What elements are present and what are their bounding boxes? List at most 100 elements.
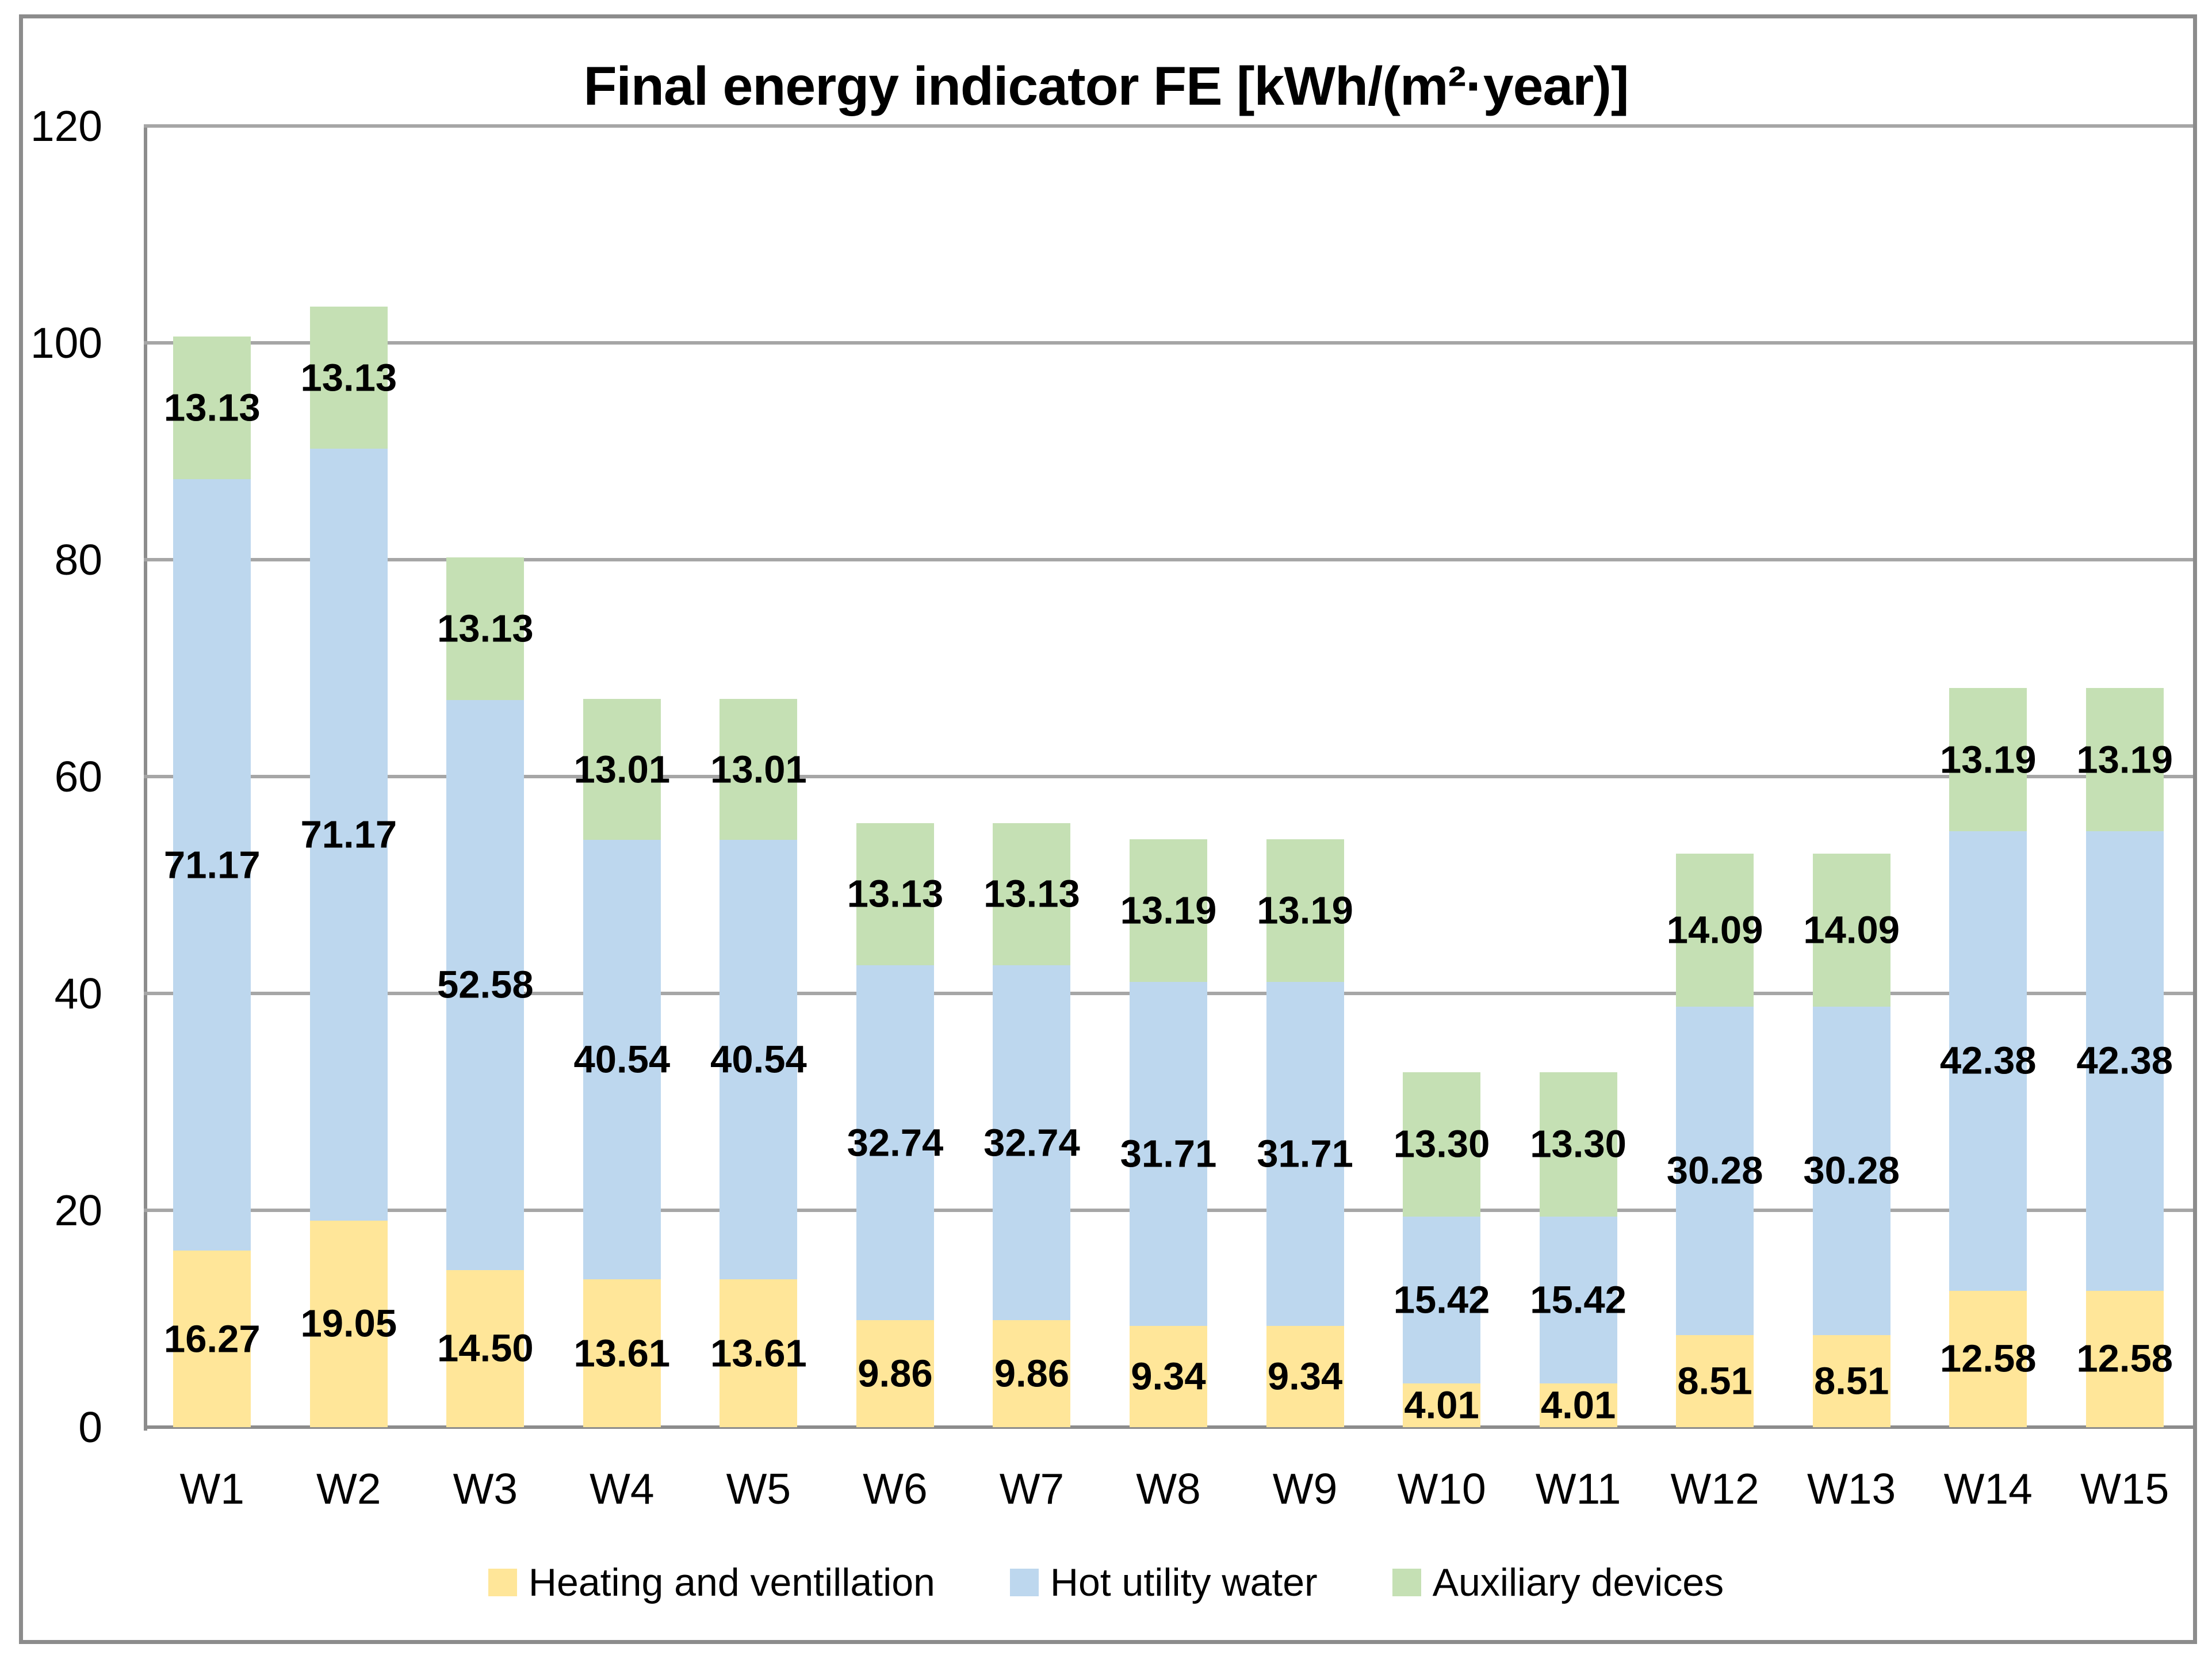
bar-segment [1130, 982, 1207, 1326]
bar-segment [583, 1279, 661, 1427]
y-tick-label: 80 [54, 536, 102, 584]
bar-segment [1266, 839, 1344, 982]
data-label: 40.54 [710, 1038, 807, 1081]
x-category-label: W13 [1807, 1465, 1896, 1513]
bar-segment [2085, 1290, 2164, 1427]
legend-marker [1009, 1569, 1039, 1596]
data-label: 14.09 [1803, 908, 1900, 952]
legend-item: Auxiliary devices [1392, 1560, 1724, 1605]
y-tick-label: 0 [78, 1403, 102, 1451]
data-label: 31.71 [1257, 1132, 1353, 1176]
x-category-label: W9 [1272, 1465, 1338, 1513]
chart-title: Final energy indicator FE [kWh/(m²·year)… [583, 56, 1629, 117]
data-label: 13.19 [1120, 889, 1217, 932]
data-label: 12.58 [2076, 1337, 2173, 1381]
bar-segment [1812, 1335, 1890, 1427]
bar-segment [1676, 1335, 1754, 1427]
data-label: 14.09 [1666, 908, 1763, 952]
bar-segment [856, 1320, 934, 1427]
y-tick-label: 20 [54, 1186, 102, 1234]
data-label: 14.50 [437, 1326, 534, 1370]
legend-marker [1392, 1569, 1421, 1596]
legend-item: Heating and ventillation [488, 1560, 935, 1605]
data-label: 9.34 [1267, 1355, 1343, 1398]
data-label: 32.74 [983, 1121, 1080, 1165]
bar-segment [173, 1251, 251, 1427]
bar-segment [993, 965, 1071, 1321]
bar-segment [309, 1220, 388, 1427]
bar-segment [1266, 982, 1344, 1326]
bar-segment [446, 1270, 525, 1427]
gridline [144, 558, 2193, 561]
bar-segment [1812, 854, 1890, 1007]
data-label: 13.13 [847, 872, 944, 916]
y-axis-line [144, 126, 147, 1431]
data-label: 31.71 [1120, 1132, 1217, 1176]
bar-segment [1949, 831, 2027, 1291]
x-category-label: W11 [1535, 1465, 1621, 1513]
data-label: 13.19 [1939, 738, 2037, 782]
data-label: 40.54 [573, 1038, 671, 1081]
bar-segment [446, 557, 525, 700]
data-label: 13.13 [163, 386, 261, 430]
bar-segment [583, 699, 661, 840]
x-category-label: W3 [453, 1465, 518, 1513]
data-label: 16.27 [163, 1317, 261, 1361]
plot-area: 16.27 71.17 13.13 19.05 71.17 13.13 14.50 52.58… [144, 124, 2193, 1431]
bar-segment [720, 699, 798, 840]
bar-segment [1403, 1216, 1481, 1384]
x-category-label: W5 [726, 1465, 791, 1513]
data-label: 9.86 [994, 1352, 1070, 1396]
gridline [144, 341, 2193, 345]
bar-segment [1949, 688, 2027, 832]
data-label: 15.42 [1530, 1278, 1627, 1322]
bar-segment [1812, 1006, 1890, 1335]
data-label: 13.19 [2076, 738, 2173, 782]
data-label: 15.42 [1393, 1278, 1490, 1322]
gridline [144, 124, 2193, 128]
data-label: 71.17 [163, 843, 261, 887]
data-label: 13.30 [1393, 1122, 1490, 1166]
bar-segment [1676, 1006, 1754, 1335]
x-category-label: W1 [179, 1465, 245, 1513]
legend-item: Hot utility water [1009, 1560, 1318, 1605]
bar-segment [993, 1320, 1071, 1427]
data-label: 13.01 [573, 748, 671, 792]
data-label: 19.05 [300, 1302, 397, 1345]
data-label: 42.38 [2076, 1039, 2173, 1083]
bar-segment [309, 449, 388, 1221]
x-category-label: W6 [863, 1465, 928, 1513]
bar-segment [2085, 688, 2164, 832]
bar-segment [309, 306, 388, 449]
data-label: 13.13 [300, 356, 397, 400]
bar-segment [173, 479, 251, 1251]
y-tick-label: 60 [54, 752, 102, 801]
data-label: 8.51 [1813, 1359, 1889, 1403]
data-label: 13.61 [710, 1332, 807, 1375]
y-tick-label: 40 [54, 969, 102, 1018]
bar-segment [856, 965, 934, 1321]
bar-segment [1539, 1216, 1617, 1384]
y-tick-label: 120 [30, 102, 102, 150]
bar-segment [2085, 831, 2164, 1291]
x-category-label: W4 [590, 1465, 655, 1513]
bar-segment [720, 1279, 798, 1427]
legend: Heating and ventillation Hot utility wate… [0, 1560, 2212, 1605]
bar-segment [583, 840, 661, 1280]
x-category-label: W7 [999, 1465, 1065, 1513]
bar-segment [856, 823, 934, 965]
data-label: 30.28 [1803, 1149, 1900, 1192]
x-category-label: W12 [1670, 1465, 1759, 1513]
data-label: 13.30 [1530, 1122, 1627, 1166]
data-label: 8.51 [1677, 1359, 1752, 1403]
data-label: 52.58 [437, 963, 534, 1007]
bar-segment [1676, 854, 1754, 1007]
data-label: 12.58 [1939, 1337, 2037, 1381]
bar-segment [1130, 1325, 1207, 1427]
x-axis-line [144, 1425, 2193, 1429]
data-label: 42.38 [1939, 1039, 2037, 1083]
bar-segment [993, 823, 1071, 965]
bar-segment [1403, 1383, 1481, 1427]
legend-label: Hot utility water [1050, 1561, 1318, 1604]
bar-segment [1539, 1383, 1617, 1427]
